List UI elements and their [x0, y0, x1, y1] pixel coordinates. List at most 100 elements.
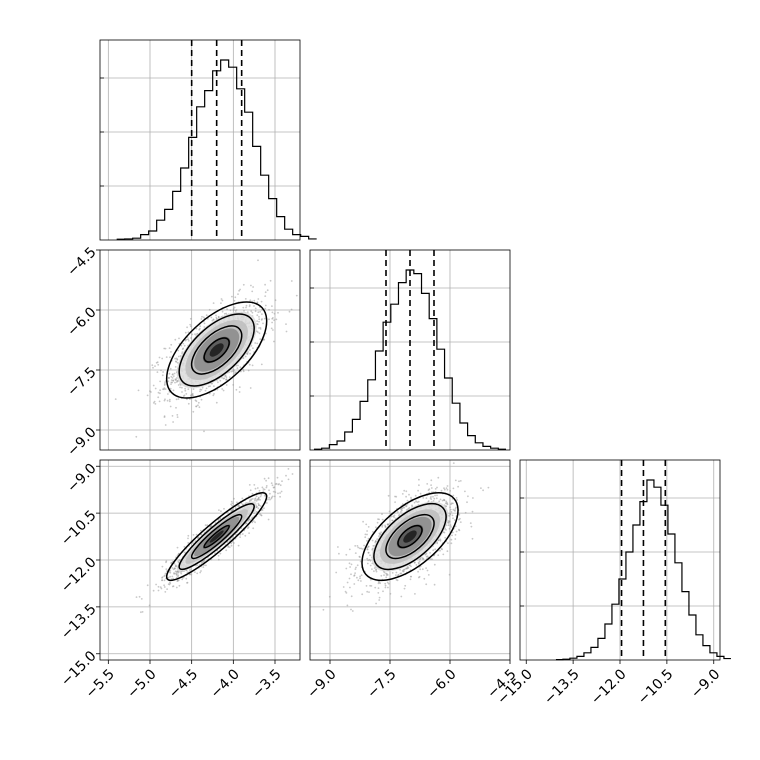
- sample-point: [291, 473, 294, 475]
- sample-point: [189, 569, 191, 572]
- sample-point: [454, 508, 457, 510]
- y-tick-label: −13.5: [58, 601, 100, 643]
- sample-point: [169, 569, 172, 572]
- sample-point: [213, 393, 215, 395]
- sample-point: [417, 500, 420, 503]
- sample-point: [273, 319, 275, 321]
- sample-point: [455, 506, 457, 509]
- sample-point: [405, 505, 408, 507]
- sample-point: [135, 596, 138, 598]
- sample-point: [364, 533, 367, 536]
- sample-point: [254, 498, 256, 501]
- sample-point: [414, 561, 416, 564]
- sample-point: [246, 311, 249, 313]
- x-axis-1: −9.0 −7.5 −6.0 −4.5: [304, 660, 520, 702]
- sample-point: [381, 525, 384, 528]
- sample-point: [270, 327, 273, 330]
- sample-point: [251, 290, 254, 293]
- sample-point: [407, 566, 410, 569]
- sample-point: [155, 583, 158, 586]
- sample-point: [447, 542, 449, 544]
- contour-2: [178, 503, 255, 571]
- sample-point: [156, 361, 159, 364]
- sample-point: [208, 308, 211, 311]
- sample-point: [450, 538, 453, 541]
- sample-point: [189, 394, 192, 397]
- sample-point: [236, 501, 238, 504]
- sample-point: [377, 580, 380, 583]
- sample-point: [366, 539, 368, 542]
- sample-point: [219, 379, 222, 382]
- sample-point: [271, 311, 274, 314]
- sample-point: [225, 378, 227, 381]
- sample-point: [249, 519, 252, 521]
- sample-point: [256, 487, 259, 489]
- sample-point: [452, 487, 455, 490]
- sample-point: [250, 284, 252, 287]
- sample-point: [262, 490, 265, 493]
- sample-point: [234, 533, 237, 536]
- sample-point: [141, 611, 144, 613]
- sample-point: [258, 318, 261, 321]
- sample-point: [257, 259, 259, 262]
- sample-point: [265, 479, 267, 482]
- sample-point: [169, 575, 172, 578]
- y-tick-label: −6.0: [64, 304, 99, 339]
- sample-point: [448, 515, 451, 517]
- sample-point: [365, 523, 368, 526]
- sample-point: [279, 492, 281, 494]
- sample-point: [433, 497, 436, 500]
- sample-point: [170, 562, 173, 564]
- sample-point: [433, 563, 436, 566]
- sample-point: [285, 474, 287, 477]
- sample-point: [406, 567, 408, 570]
- sample-point: [425, 497, 428, 499]
- hist-panel-2: [519, 459, 731, 661]
- sample-point: [374, 586, 377, 589]
- axes-frame-2-1: [309, 459, 511, 661]
- sample-point: [259, 310, 261, 313]
- sample-point: [192, 410, 195, 413]
- sample-point: [445, 505, 448, 508]
- sample-point: [232, 308, 235, 310]
- sample-point: [259, 338, 262, 340]
- sample-point: [272, 490, 275, 493]
- sample-point: [215, 314, 217, 317]
- sample-point: [425, 583, 428, 586]
- sample-point: [384, 524, 386, 527]
- sample-point: [258, 327, 260, 329]
- sample-point: [170, 578, 173, 580]
- contour-1: [385, 513, 435, 560]
- sample-point: [151, 364, 154, 367]
- sample-point: [261, 313, 263, 315]
- sample-point: [187, 534, 190, 537]
- sample-point: [176, 416, 179, 418]
- contour-2: [178, 313, 255, 387]
- axes-frame-diag-0: [99, 39, 301, 241]
- sample-point: [400, 507, 403, 510]
- sample-point: [199, 571, 202, 574]
- sample-point: [242, 283, 245, 286]
- sample-point: [410, 575, 412, 578]
- sample-point: [418, 575, 421, 578]
- sample-point: [200, 398, 203, 401]
- sample-point: [163, 387, 166, 389]
- sample-point: [430, 484, 432, 486]
- sample-point: [448, 520, 451, 523]
- sample-point: [385, 574, 388, 576]
- sample-point: [354, 552, 357, 554]
- sample-point: [274, 491, 277, 494]
- sample-point: [177, 355, 180, 358]
- sample-point: [359, 575, 361, 578]
- sample-point: [441, 499, 444, 502]
- sample-point: [234, 507, 237, 510]
- sample-point: [197, 401, 200, 404]
- sample-point: [177, 398, 180, 400]
- sample-point: [454, 479, 457, 482]
- sample-point: [170, 383, 172, 385]
- sample-point: [447, 521, 450, 524]
- sample-point: [255, 511, 258, 513]
- sample-point: [258, 316, 260, 318]
- sample-point: [189, 323, 192, 326]
- sample-point: [373, 570, 375, 573]
